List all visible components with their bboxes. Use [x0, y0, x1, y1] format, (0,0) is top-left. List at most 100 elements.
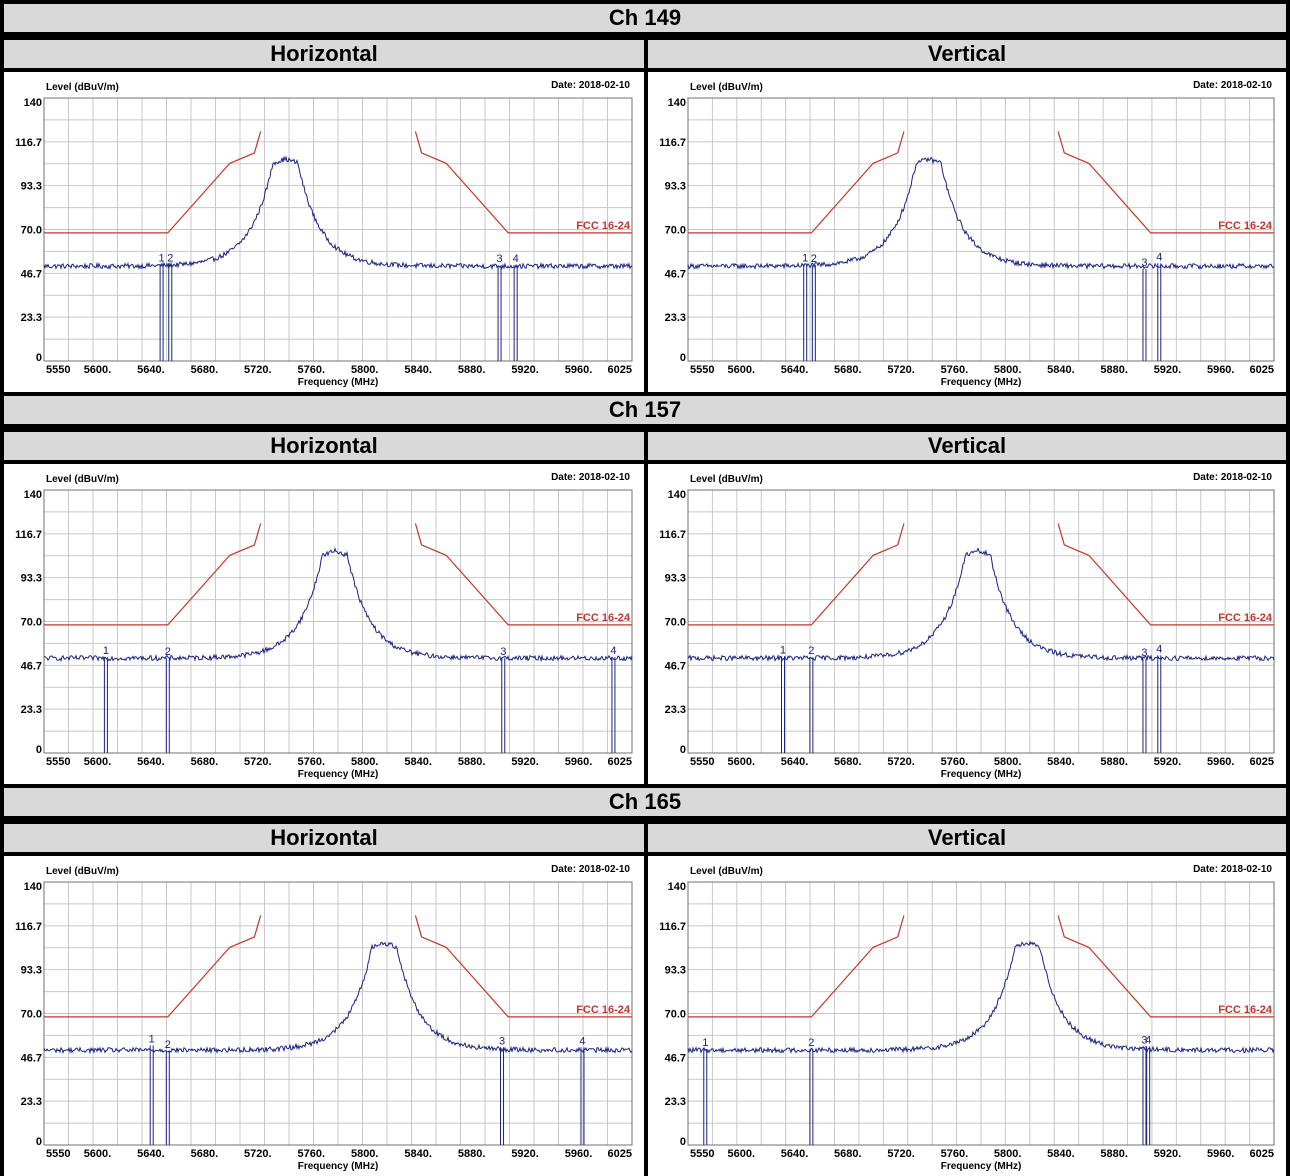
- y-tick-label: 0: [36, 1136, 42, 1148]
- x-tick-label: 5920.: [511, 756, 539, 768]
- x-tick-label: 5550: [46, 1148, 70, 1160]
- y-tick-label: 0: [680, 1136, 686, 1148]
- spectrum-chart: 0 23.3 46.7 70.0 93.3 116.7 140 5550 5600. 5640. 5…: [648, 856, 1286, 1176]
- marker-label: 2: [167, 252, 173, 264]
- x-tick-label: 5880.: [1100, 756, 1128, 768]
- polarization-title: Vertical: [648, 40, 1286, 68]
- limit-line: [414, 915, 632, 1018]
- x-tick-label: 5880.: [458, 756, 486, 768]
- grid: [43, 489, 633, 754]
- x-tick-label: 5920.: [1154, 756, 1182, 768]
- x-tick-label: 6025: [608, 756, 632, 768]
- y-tick-label: 116.7: [15, 137, 42, 149]
- x-tick-label: 5680.: [191, 364, 219, 376]
- x-tick-label: 5720.: [244, 756, 272, 768]
- y-tick-label: 93.3: [665, 965, 686, 977]
- y-tick-label: 46.7: [21, 268, 42, 280]
- y-tick-label: 23.3: [21, 704, 42, 716]
- x-tick-label: 5960.: [1207, 1148, 1235, 1160]
- marker-label: 4: [513, 253, 519, 265]
- channel-title: Ch 149: [4, 4, 1286, 32]
- plot-frame: [43, 881, 633, 1146]
- y-axis-label: Level (dBuV/m): [690, 866, 763, 877]
- y-axis-label: Level (dBuV/m): [46, 474, 119, 485]
- x-tick-label: 5640.: [781, 364, 809, 376]
- date-label: Date: 2018-02-10: [551, 80, 630, 91]
- x-tick-label: 5800.: [994, 756, 1022, 768]
- x-tick-label: 5680.: [191, 1148, 219, 1160]
- x-tick-label: 5680.: [834, 1148, 862, 1160]
- y-tick-label: 116.7: [659, 137, 686, 149]
- spectrum-chart: 0 23.3 46.7 70.0 93.3 116.7 140 5550 5600. 5640. 5…: [4, 72, 644, 392]
- y-tick-label: 23.3: [21, 1096, 42, 1108]
- x-tick-label: 6025: [1250, 364, 1274, 376]
- y-tick-label: 70.0: [21, 1009, 42, 1021]
- x-tick-label: 5760.: [298, 1148, 326, 1160]
- polarization-title: Horizontal: [4, 432, 644, 460]
- channel-title: Ch 157: [4, 396, 1286, 424]
- plot-frame: [43, 489, 633, 754]
- limit-label: FCC 16-24: [576, 612, 631, 624]
- plot-frame: [43, 97, 633, 362]
- limit-line: [1057, 915, 1274, 1018]
- y-tick-label: 140: [24, 881, 42, 893]
- y-tick-label: 93.3: [665, 181, 686, 193]
- x-tick-label: 5840.: [404, 364, 432, 376]
- marker-label: 2: [808, 645, 814, 657]
- x-tick-label: 5680.: [834, 364, 862, 376]
- x-tick-label: 6025: [608, 364, 632, 376]
- y-tick-label: 0: [680, 744, 686, 756]
- limit-label: FCC 16-24: [1218, 612, 1273, 624]
- y-tick-label: 93.3: [665, 573, 686, 585]
- x-axis-label: Frequency (MHz): [941, 377, 1022, 388]
- polarization-title: Horizontal: [4, 40, 644, 68]
- x-tick-label: 5840.: [1047, 1148, 1075, 1160]
- y-tick-label: 116.7: [659, 529, 686, 541]
- x-tick-label: 5880.: [458, 364, 486, 376]
- x-tick-label: 5600.: [84, 756, 112, 768]
- x-tick-label: 5760.: [941, 756, 969, 768]
- x-tick-label: 5600.: [84, 364, 112, 376]
- chart-svg: 0 23.3 46.7 70.0 93.3 116.7 140 5550 5600. 5640. 5…: [659, 864, 1275, 1172]
- marker-label: 2: [165, 646, 171, 658]
- x-tick-label: 6025: [1250, 756, 1274, 768]
- limit-line: [688, 915, 905, 1018]
- x-tick-label: 5920.: [1154, 1148, 1182, 1160]
- y-tick-label: 70.0: [665, 225, 686, 237]
- marker-label: 1: [159, 252, 165, 264]
- y-tick-label: 93.3: [21, 181, 42, 193]
- measurement-trace: [43, 155, 633, 271]
- x-tick-label: 5840.: [1047, 364, 1075, 376]
- x-tick-label: 5600.: [84, 1148, 112, 1160]
- x-tick-label: 5760.: [941, 364, 969, 376]
- x-tick-label: 5640.: [137, 1148, 165, 1160]
- x-tick-label: 5880.: [1100, 364, 1128, 376]
- x-tick-label: 5840.: [404, 756, 432, 768]
- grid: [687, 881, 1275, 1146]
- marker-label: 1: [149, 1033, 155, 1045]
- x-tick-label: 5600.: [728, 364, 756, 376]
- plot-frame: [687, 97, 1275, 362]
- x-tick-label: 5920.: [1154, 364, 1182, 376]
- marker-label: 4: [610, 645, 616, 657]
- limit-label: FCC 16-24: [576, 220, 631, 232]
- marker-label: 3: [1141, 257, 1147, 269]
- marker-label: 3: [1141, 647, 1147, 659]
- grid: [687, 97, 1275, 362]
- marker-label: 4: [1156, 251, 1162, 263]
- marker-label: 3: [500, 646, 506, 658]
- y-tick-label: 140: [24, 97, 42, 109]
- marker-label: 1: [702, 1037, 708, 1049]
- y-tick-label: 93.3: [21, 965, 42, 977]
- marker-label: 2: [811, 253, 817, 265]
- chart-svg: 0 23.3 46.7 70.0 93.3 116.7 140 5550 5600. 5640. 5…: [15, 472, 633, 780]
- x-tick-label: 6025: [1250, 1148, 1274, 1160]
- x-axis-label: Frequency (MHz): [298, 377, 379, 388]
- x-tick-label: 5680.: [834, 756, 862, 768]
- spectrum-chart: 0 23.3 46.7 70.0 93.3 116.7 140 5550 5600. 5640. 5…: [648, 72, 1286, 392]
- date-label: Date: 2018-02-10: [1193, 472, 1272, 483]
- grid: [43, 881, 633, 1146]
- x-axis-label: Frequency (MHz): [941, 769, 1022, 780]
- marker-label: 2: [165, 1039, 171, 1051]
- plot-frame: [687, 881, 1275, 1146]
